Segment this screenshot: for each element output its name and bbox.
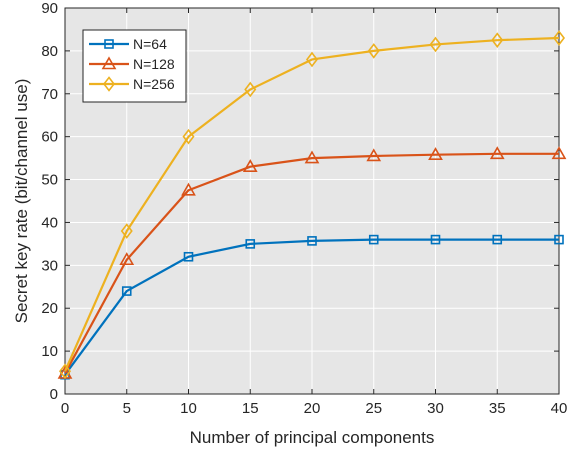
data-point-n-128: [366, 148, 382, 162]
data-point-n-64: [183, 251, 194, 262]
x-tick-label: 35: [489, 400, 506, 417]
legend-label-n-128: N=128: [133, 56, 175, 72]
y-tick-label: 0: [50, 386, 58, 403]
series-line-n-256: [63, 36, 560, 372]
series-line-n-64: [64, 238, 559, 376]
data-point-n-256: [58, 363, 72, 380]
data-point-n-128: [181, 182, 196, 196]
legend-marker-n-256: [102, 76, 116, 92]
series-n-64: [60, 234, 564, 380]
data-point-n-256: [120, 223, 133, 239]
x-tick-label: 20: [304, 400, 321, 417]
x-tick-label: 0: [61, 400, 69, 417]
data-point-n-256: [429, 36, 442, 53]
legend-marker-n-64: [104, 39, 114, 49]
legend-box: [82, 29, 187, 103]
x-tick-label: 5: [123, 400, 131, 417]
data-point-n-128: [304, 150, 320, 164]
y-tick-label: 40: [41, 214, 58, 231]
data-point-n-256: [552, 30, 566, 46]
y-axis-label: Secret key rate (bit/channel use): [12, 79, 31, 324]
data-point-n-64: [554, 234, 564, 245]
legend: N=64 N=128 N=256: [82, 29, 187, 103]
data-point-n-128: [242, 159, 258, 172]
x-tick-label: 25: [365, 400, 382, 417]
data-point-n-256: [491, 32, 504, 48]
grid-layer: [65, 8, 559, 394]
x-tick-label: 40: [551, 400, 568, 417]
series-n-256: [58, 30, 566, 380]
data-point-n-64: [368, 234, 379, 245]
y-tick-label: 10: [41, 343, 58, 360]
data-point-n-256: [367, 43, 380, 59]
data-point-n-64: [121, 286, 132, 296]
data-point-n-64: [492, 234, 503, 245]
data-point-n-256: [305, 51, 319, 68]
y-tick-label: 30: [41, 257, 58, 274]
x-tick-label: 30: [427, 400, 444, 417]
data-point-n-64: [430, 234, 441, 245]
legend-entry-n-256: N=256: [89, 76, 175, 92]
y-tick-label: 90: [41, 0, 58, 17]
legend-label-n-64: N=64: [133, 36, 167, 52]
series-layer: [57, 30, 567, 380]
y-tick-label: 20: [41, 300, 58, 317]
data-point-n-128: [489, 146, 505, 160]
y-tick-label: 50: [41, 172, 58, 189]
legend-marker-n-128: [101, 56, 117, 70]
y-tick-label: 70: [41, 86, 58, 103]
legend-entry-n-64: N=64: [89, 36, 167, 52]
x-tick-label: 10: [180, 400, 197, 417]
series-line-n-128: [64, 152, 559, 374]
x-tick-label: 15: [242, 400, 259, 417]
data-point-n-256: [182, 128, 195, 145]
data-point-n-128: [428, 147, 443, 160]
x-axis-label: Number of principal components: [190, 428, 435, 447]
tick-layer: 0 5 10 15 20 25 30 35 40 0 10 20 30 40 50 60 70 80 90: [41, 0, 567, 417]
y-tick-label: 80: [41, 43, 58, 60]
data-point-n-128: [119, 252, 135, 266]
data-point-n-256: [244, 81, 257, 98]
data-point-n-64: [245, 239, 256, 249]
data-point-n-64: [307, 236, 317, 246]
legend-entry-n-128: N=128: [89, 56, 175, 72]
legend-label-n-256: N=256: [133, 76, 175, 92]
y-tick-label: 60: [41, 129, 58, 146]
data-point-n-128: [551, 146, 567, 160]
